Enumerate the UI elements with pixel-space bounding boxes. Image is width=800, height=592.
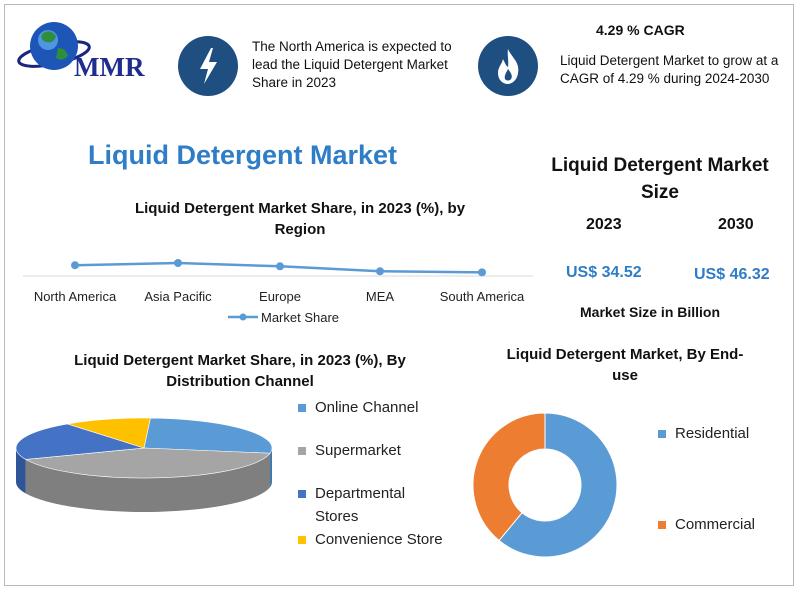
distribution-chart-title: Liquid Detergent Market Share, in 2023 (… [74,352,406,390]
data-point [71,261,79,270]
end-use-chart-title: Liquid Detergent Market, By End-use [506,346,744,384]
pie-slice [24,447,271,479]
legend-item-residential: Residential [658,422,788,445]
year-2030: 2030 [718,216,754,233]
x-tick-label: North America [34,289,117,304]
data-point [174,259,182,267]
pie-slice-side [270,448,272,488]
year-2023: 2023 [586,216,622,233]
infographic-frame [4,4,794,586]
legend-item-convenience: Convenience Store [298,528,468,551]
x-tick-label: Europe [259,289,301,304]
data-point [276,262,284,271]
pie-slice [143,417,273,454]
legend-label: Residential [675,425,750,442]
mmr-logo: MMR [14,14,154,84]
legend-item-supermarket: Supermarket [298,439,468,462]
cagr-heading: 4.29 % CAGR [596,22,685,38]
globe-icon [17,22,91,70]
distribution-pie-chart [15,417,273,512]
logo-text: MMR [74,52,145,82]
x-tick-label: South America [440,289,525,304]
lightning-icon [178,36,238,96]
pie-slice [15,423,145,460]
size-2030-value: US$ 46.32 [694,266,770,283]
legend-market-share: Market Share [261,310,339,325]
size-2023-value: US$ 34.52 [566,264,642,281]
legend-swatch [658,521,666,529]
legend-swatch [298,404,306,412]
end-use-legend: Residential Commercial [658,422,788,536]
pie-slice-side [25,453,271,512]
cagr-callout: Liquid Detergent Market to grow at a CAG… [560,53,779,86]
donut-slice [498,412,618,558]
donut-slice [472,412,546,542]
legend-point-marker [239,313,247,321]
x-tick-label: MEA [366,289,395,304]
legend-label: Commercial [675,516,756,533]
legend-label: Convenience Store [315,531,443,548]
north-america-callout: The North America is expected to lead th… [252,39,452,90]
legend-swatch [298,490,306,498]
legend-swatch [658,430,666,438]
pie-slice [67,417,151,449]
legend-label: Supermarket [315,442,401,459]
page-title: Liquid Detergent Market [88,140,398,170]
legend-item-departmental: Departmental Stores [298,482,468,528]
legend-item-commercial: Commercial [658,513,788,536]
region-line-chart: North America Asia Pacific Europe MEA South … [23,259,533,325]
legend-swatch [298,447,306,455]
end-use-donut-chart [472,412,618,558]
pie-slice-side [16,448,26,494]
x-tick-label: Asia Pacific [144,289,212,304]
data-point [478,268,486,277]
data-point [376,267,384,276]
region-chart-title: Liquid Detergent Market Share, in 2023 (… [134,200,466,238]
legend-label: Departmental Stores [315,485,406,525]
legend-label: Online Channel [315,399,419,416]
market-size-title: Liquid Detergent Market Size [551,155,769,203]
distribution-legend: Online Channel Supermarket Departmental … [298,396,468,551]
flame-icon [478,36,538,96]
market-size-unit-label: Market Size in Billion [580,304,721,320]
legend-item-online: Online Channel [298,396,468,419]
legend-swatch [298,536,306,544]
